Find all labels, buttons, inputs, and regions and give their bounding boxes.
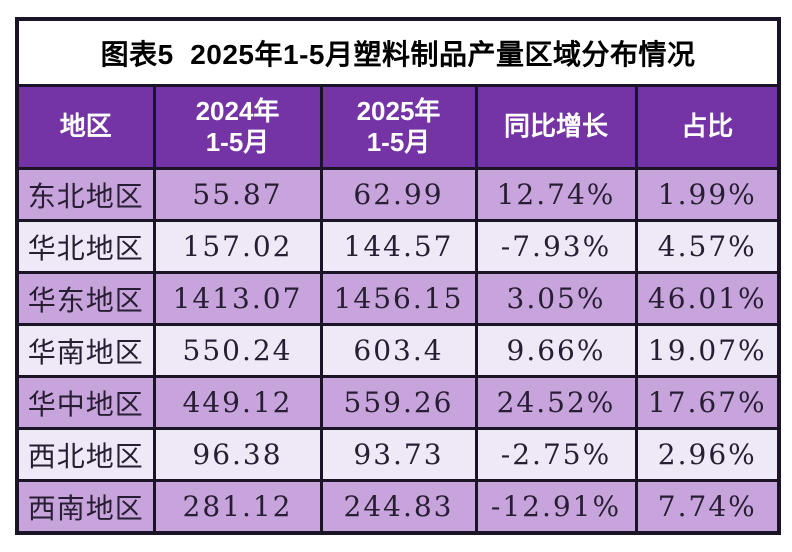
column-header-2024-year: 2024年 xyxy=(195,95,280,126)
table-row-south: 华南地区 550.24 603.4 9.66% 19.07% xyxy=(15,323,781,378)
column-header-2024-months: 1-5月 xyxy=(205,127,270,157)
table-title: 图表5 2025年1-5月塑料制品产量区域分布情况 xyxy=(15,17,781,87)
column-header-share: 占比 xyxy=(634,84,781,170)
value-2025-cell: 1456.15 xyxy=(319,271,478,326)
table-row-central: 华中地区 449.12 559.26 24.52% 17.67% xyxy=(15,375,781,430)
region-cell: 华北地区 xyxy=(15,219,156,274)
yoy-cell: -12.91% xyxy=(474,479,638,535)
value-2024-cell: 281.12 xyxy=(152,479,323,535)
value-2024-cell: 55.87 xyxy=(152,167,323,222)
column-header-region: 地区 xyxy=(15,84,156,170)
column-header-2025: 2025年 1-5月 xyxy=(319,84,478,170)
share-cell: 1.99% xyxy=(634,167,781,222)
value-2025-cell: 144.57 xyxy=(319,219,478,274)
yoy-cell: 12.74% xyxy=(474,167,638,222)
table-row-southwest: 西南地区 281.12 244.83 -12.91% 7.74% xyxy=(15,479,781,535)
value-2024-cell: 449.12 xyxy=(152,375,323,430)
value-2024-cell: 157.02 xyxy=(152,219,323,274)
region-cell: 华东地区 xyxy=(15,271,156,326)
value-2024-cell: 96.38 xyxy=(152,427,323,482)
share-cell: 19.07% xyxy=(634,323,781,378)
table-row-east: 华东地区 1413.07 1456.15 3.05% 46.01% xyxy=(15,271,781,326)
yoy-cell: 9.66% xyxy=(474,323,638,378)
region-cell: 西南地区 xyxy=(15,479,156,535)
column-header-yoy: 同比增长 xyxy=(474,84,638,170)
title-row: 图表5 2025年1-5月塑料制品产量区域分布情况 xyxy=(15,17,781,87)
share-cell: 17.67% xyxy=(634,375,781,430)
region-cell: 华南地区 xyxy=(15,323,156,378)
column-header-2024: 2024年 1-5月 xyxy=(152,84,323,170)
share-cell: 4.57% xyxy=(634,219,781,274)
region-cell: 西北地区 xyxy=(15,427,156,482)
regional-production-table: 图表5 2025年1-5月塑料制品产量区域分布情况 地区 2024年 1-5月 … xyxy=(15,17,782,535)
table-row-northeast: 东北地区 55.87 62.99 12.74% 1.99% xyxy=(15,167,781,222)
value-2025-cell: 244.83 xyxy=(319,479,478,535)
column-header-share-label: 占比 xyxy=(681,111,734,142)
share-cell: 7.74% xyxy=(634,479,781,535)
share-cell: 46.01% xyxy=(634,271,781,326)
value-2024-cell: 1413.07 xyxy=(152,271,323,326)
value-2025-cell: 62.99 xyxy=(319,167,478,222)
value-2025-cell: 559.26 xyxy=(319,375,478,430)
table-row-north: 华北地区 157.02 144.57 -7.93% 4.57% xyxy=(15,219,781,274)
yoy-cell: -2.75% xyxy=(474,427,638,482)
yoy-cell: 3.05% xyxy=(474,271,638,326)
table-row-northwest: 西北地区 96.38 93.73 -2.75% 2.96% xyxy=(15,427,781,482)
column-header-2025-months: 1-5月 xyxy=(366,127,431,157)
column-header-yoy-label: 同比增长 xyxy=(503,111,608,142)
value-2025-cell: 603.4 xyxy=(319,323,478,378)
share-cell: 2.96% xyxy=(634,427,781,482)
value-2025-cell: 93.73 xyxy=(319,427,478,482)
column-header-2025-year: 2025年 xyxy=(356,95,441,126)
yoy-cell: 24.52% xyxy=(474,375,638,430)
value-2024-cell: 550.24 xyxy=(152,323,323,378)
column-header-region-label: 地区 xyxy=(59,111,112,142)
region-cell: 东北地区 xyxy=(15,167,156,222)
yoy-cell: -7.93% xyxy=(474,219,638,274)
header-row: 地区 2024年 1-5月 2025年 1-5月 同比增长 占比 xyxy=(15,84,781,170)
region-cell: 华中地区 xyxy=(15,375,156,430)
